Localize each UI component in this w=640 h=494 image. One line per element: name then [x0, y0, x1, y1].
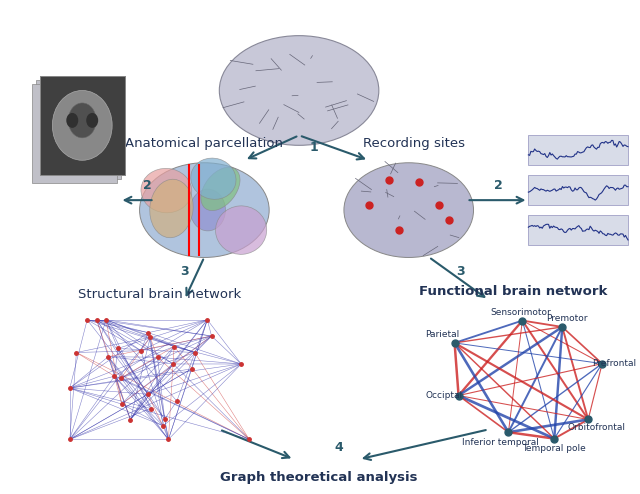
Text: Parietal: Parietal — [426, 330, 460, 339]
Ellipse shape — [201, 167, 240, 210]
FancyBboxPatch shape — [529, 215, 628, 245]
Text: Structural brain network: Structural brain network — [78, 288, 241, 301]
FancyBboxPatch shape — [36, 80, 120, 179]
Text: 1: 1 — [310, 141, 318, 154]
Text: 3: 3 — [180, 265, 189, 279]
Text: Sensorimotor: Sensorimotor — [490, 308, 551, 317]
FancyBboxPatch shape — [32, 83, 116, 183]
Ellipse shape — [150, 179, 193, 238]
Text: Prefrontal: Prefrontal — [592, 359, 636, 368]
Ellipse shape — [86, 113, 98, 128]
Text: Recording sites: Recording sites — [363, 137, 465, 150]
Text: Functional brain network: Functional brain network — [419, 286, 607, 298]
Ellipse shape — [216, 206, 267, 254]
Ellipse shape — [140, 163, 269, 257]
Text: Histological or: Histological or — [42, 147, 122, 157]
Text: Inferior temporal: Inferior temporal — [462, 438, 539, 447]
Ellipse shape — [191, 158, 236, 199]
Ellipse shape — [220, 36, 379, 145]
Text: 2: 2 — [143, 179, 152, 192]
Text: Time series data: Time series data — [532, 147, 625, 157]
Ellipse shape — [67, 113, 78, 128]
Text: Temporal pole: Temporal pole — [522, 444, 586, 453]
Ellipse shape — [68, 103, 96, 138]
Text: Occiptal: Occiptal — [425, 391, 462, 400]
FancyBboxPatch shape — [529, 135, 628, 165]
Text: 4: 4 — [335, 441, 343, 454]
Text: Anatomical parcellation: Anatomical parcellation — [125, 137, 284, 150]
Text: Graph theoretical analysis: Graph theoretical analysis — [220, 471, 418, 484]
Text: Premotor: Premotor — [547, 315, 588, 324]
Text: 3: 3 — [456, 265, 465, 279]
FancyBboxPatch shape — [40, 76, 125, 175]
Ellipse shape — [344, 163, 474, 257]
Text: 2: 2 — [494, 179, 503, 192]
Ellipse shape — [52, 90, 112, 160]
Ellipse shape — [141, 168, 192, 213]
Text: Orbitofrontal: Orbitofrontal — [567, 423, 625, 432]
FancyBboxPatch shape — [40, 76, 125, 175]
FancyBboxPatch shape — [529, 175, 628, 205]
Text: imaging data: imaging data — [42, 158, 116, 168]
Ellipse shape — [190, 189, 225, 231]
